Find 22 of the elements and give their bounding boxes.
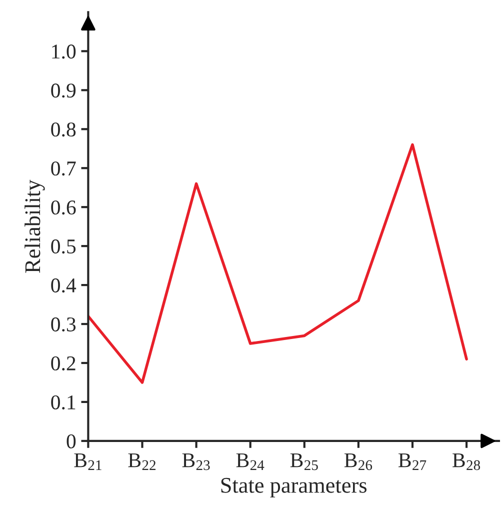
x-tick-label: B$_{27}$	[398, 453, 426, 470]
y-tick-label: 0.9	[51, 84, 76, 98]
y-tick-label: 0.3	[51, 317, 76, 332]
x-tick-label: B$_{28}$	[452, 453, 480, 470]
x-tick-label: B$_{22}$	[128, 453, 156, 470]
y-tick-label: 0.4	[51, 278, 76, 293]
y-tick-label: 0.5	[51, 239, 76, 254]
x-axis-title: State parameters	[221, 478, 367, 498]
y-tick-label: 0.1	[51, 395, 76, 410]
y-axis-title: Reliability	[24, 180, 45, 273]
x-tick-label: B$_{25}$	[290, 453, 318, 470]
x-tick-label: B$_{21}$	[74, 453, 102, 470]
y-tick-label: 0	[66, 434, 76, 448]
y-tick-label: 0.7	[51, 161, 76, 176]
y-tick-label: 0.6	[51, 200, 76, 215]
x-tick-label: B$_{23}$	[182, 453, 210, 470]
y-tick-label: 0.2	[51, 356, 76, 371]
x-tick-label: B$_{26}$	[344, 453, 372, 470]
x-tick-label: B$_{24}$	[236, 453, 264, 470]
y-tick-label: 1.0	[52, 44, 76, 59]
line-series	[88, 143, 468, 384]
y-tick-label: 0.8	[51, 122, 76, 137]
